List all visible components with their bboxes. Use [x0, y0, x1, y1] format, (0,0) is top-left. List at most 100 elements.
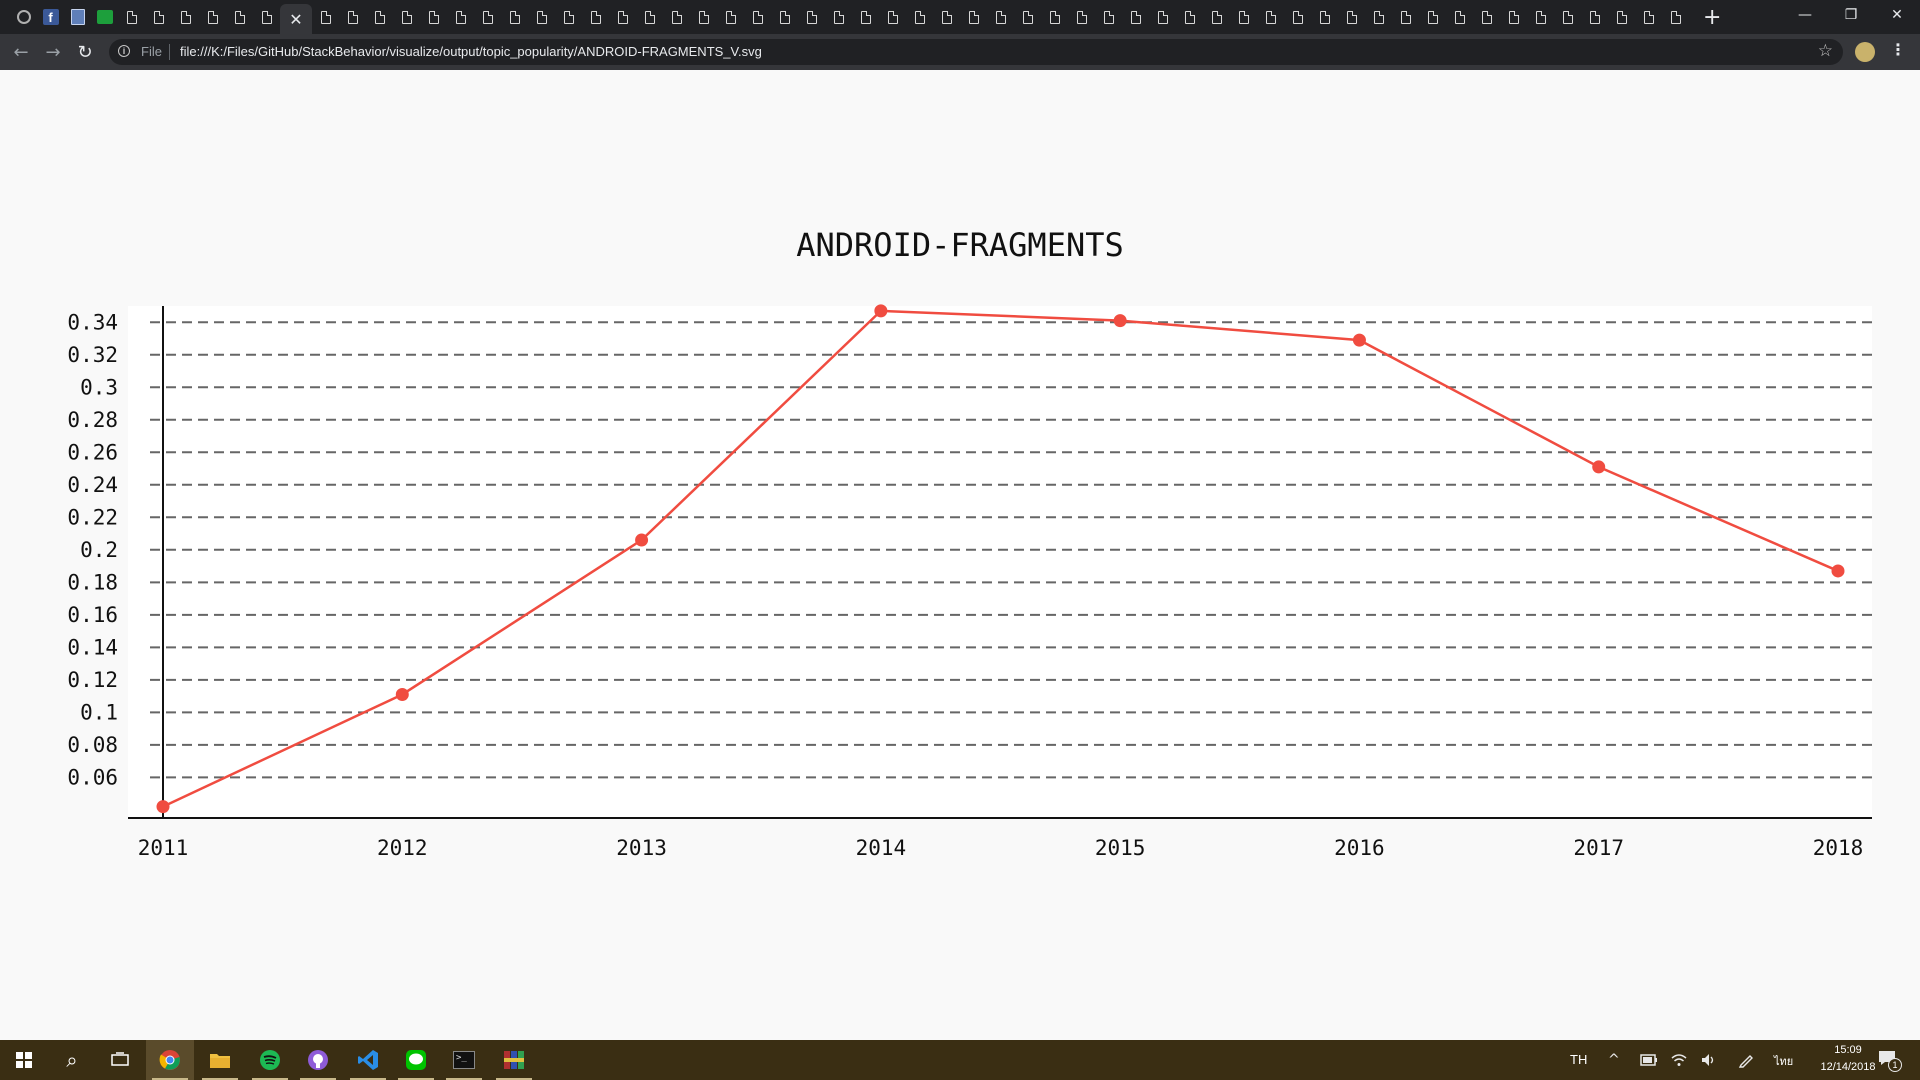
browser-tab[interactable] — [1635, 4, 1662, 30]
browser-tab[interactable] — [420, 4, 447, 30]
browser-tab[interactable] — [1041, 4, 1068, 30]
new-tab-button[interactable]: + — [1703, 4, 1722, 30]
browser-tab[interactable] — [366, 4, 393, 30]
browser-tab[interactable] — [1662, 4, 1689, 30]
info-icon[interactable]: i — [118, 45, 130, 57]
tab-sheet[interactable] — [64, 4, 91, 30]
browser-tab[interactable] — [226, 4, 253, 30]
tab-github[interactable] — [10, 4, 37, 30]
clock-date[interactable]: 12/14/2018 — [1820, 1061, 1876, 1073]
browser-tab[interactable] — [1149, 4, 1176, 30]
url-text[interactable]: file:///K:/Files/GitHub/StackBehavior/vi… — [180, 44, 762, 59]
window-close-button[interactable]: ✕ — [1874, 0, 1920, 30]
browser-tab[interactable] — [555, 4, 582, 30]
browser-tab[interactable] — [1095, 4, 1122, 30]
back-button[interactable]: ← — [9, 40, 33, 64]
browser-tab[interactable] — [118, 4, 145, 30]
browser-tab[interactable] — [825, 4, 852, 30]
chevron-up-icon[interactable]: ^ — [1608, 1052, 1620, 1068]
browser-tab[interactable] — [987, 4, 1014, 30]
taskbar-spotify[interactable] — [246, 1040, 294, 1080]
taskbar-archive-app[interactable] — [490, 1040, 538, 1080]
browser-tab[interactable] — [1311, 4, 1338, 30]
browser-tab[interactable] — [1284, 4, 1311, 30]
browser-tab[interactable] — [339, 4, 366, 30]
browser-tab[interactable] — [172, 4, 199, 30]
browser-tab[interactable] — [717, 4, 744, 30]
browser-tab[interactable] — [1473, 4, 1500, 30]
browser-tab[interactable] — [1257, 4, 1284, 30]
file-icon — [1076, 10, 1087, 24]
browser-tab[interactable] — [1014, 4, 1041, 30]
browser-tab-active[interactable]: ✕ — [280, 4, 312, 34]
browser-tab[interactable] — [501, 4, 528, 30]
browser-tab[interactable] — [1122, 4, 1149, 30]
browser-tab[interactable] — [1500, 4, 1527, 30]
forward-button[interactable]: → — [41, 40, 65, 64]
browser-tab[interactable] — [1446, 4, 1473, 30]
browser-tab[interactable] — [744, 4, 771, 30]
browser-tab[interactable] — [852, 4, 879, 30]
browser-tab[interactable] — [960, 4, 987, 30]
address-bar[interactable]: i File file:///K:/Files/GitHub/StackBeha… — [109, 39, 1843, 65]
taskbar-github-desktop[interactable] — [294, 1040, 342, 1080]
clock-time[interactable]: 15:09 — [1834, 1044, 1862, 1056]
browser-tab[interactable] — [528, 4, 555, 30]
close-tab-icon[interactable]: ✕ — [289, 9, 303, 29]
restore-button[interactable]: ❐ — [1828, 0, 1874, 30]
browser-tab[interactable] — [1419, 4, 1446, 30]
browser-tab[interactable] — [636, 4, 663, 30]
taskbar-file-explorer[interactable] — [196, 1040, 244, 1080]
battery-icon[interactable] — [1640, 1054, 1658, 1066]
browser-tab[interactable] — [879, 4, 906, 30]
bookmark-star-icon[interactable]: ☆ — [1817, 41, 1833, 61]
tab-green-app[interactable] — [91, 4, 118, 30]
profile-avatar[interactable] — [1855, 42, 1875, 62]
browser-tab[interactable] — [1608, 4, 1635, 30]
browser-tab[interactable] — [609, 4, 636, 30]
language-indicator[interactable]: TH — [1570, 1052, 1588, 1067]
wifi-icon[interactable] — [1671, 1052, 1687, 1068]
browser-tab[interactable] — [1338, 4, 1365, 30]
taskbar-line[interactable] — [392, 1040, 440, 1080]
browser-tab[interactable] — [393, 4, 420, 30]
taskbar-terminal[interactable]: >_ — [440, 1040, 488, 1080]
start-button[interactable] — [0, 1040, 48, 1080]
browser-tab[interactable] — [663, 4, 690, 30]
reload-button[interactable]: ↻ — [73, 40, 97, 64]
minimize-button[interactable]: — — [1782, 0, 1828, 30]
browser-tab[interactable] — [906, 4, 933, 30]
browser-tab[interactable] — [1554, 4, 1581, 30]
browser-tab[interactable] — [771, 4, 798, 30]
browser-tab[interactable] — [1068, 4, 1095, 30]
pen-icon[interactable] — [1738, 1052, 1754, 1068]
browser-tab[interactable] — [1230, 4, 1257, 30]
taskbar-chrome[interactable] — [146, 1040, 194, 1080]
browser-tab[interactable] — [1527, 4, 1554, 30]
browser-tab[interactable] — [1203, 4, 1230, 30]
browser-tab[interactable] — [798, 4, 825, 30]
tab-facebook[interactable]: f — [37, 4, 64, 30]
browser-tab[interactable] — [1392, 4, 1419, 30]
browser-tab[interactable] — [933, 4, 960, 30]
browser-tab[interactable] — [253, 4, 280, 30]
browser-tab[interactable] — [582, 4, 609, 30]
search-button[interactable]: ⌕ — [48, 1040, 96, 1080]
task-view-button[interactable] — [96, 1040, 144, 1080]
volume-icon[interactable] — [1701, 1052, 1717, 1068]
browser-tab[interactable] — [447, 4, 474, 30]
taskbar-vscode[interactable] — [344, 1040, 392, 1080]
browser-tab[interactable] — [1581, 4, 1608, 30]
keyboard-layout-indicator[interactable]: ไทย — [1774, 1056, 1794, 1068]
browser-tab[interactable] — [199, 4, 226, 30]
browser-tab[interactable] — [312, 4, 339, 30]
file-icon — [261, 10, 272, 24]
browser-tab[interactable] — [1365, 4, 1392, 30]
browser-menu-icon[interactable]: ⋮ — [1890, 40, 1906, 59]
y-tick-label: 0.08 — [67, 733, 118, 757]
browser-tab[interactable] — [690, 4, 717, 30]
browser-tab[interactable] — [1176, 4, 1203, 30]
browser-tab[interactable] — [145, 4, 172, 30]
browser-tab[interactable] — [474, 4, 501, 30]
notification-center-button[interactable]: 1 — [1878, 1050, 1902, 1072]
